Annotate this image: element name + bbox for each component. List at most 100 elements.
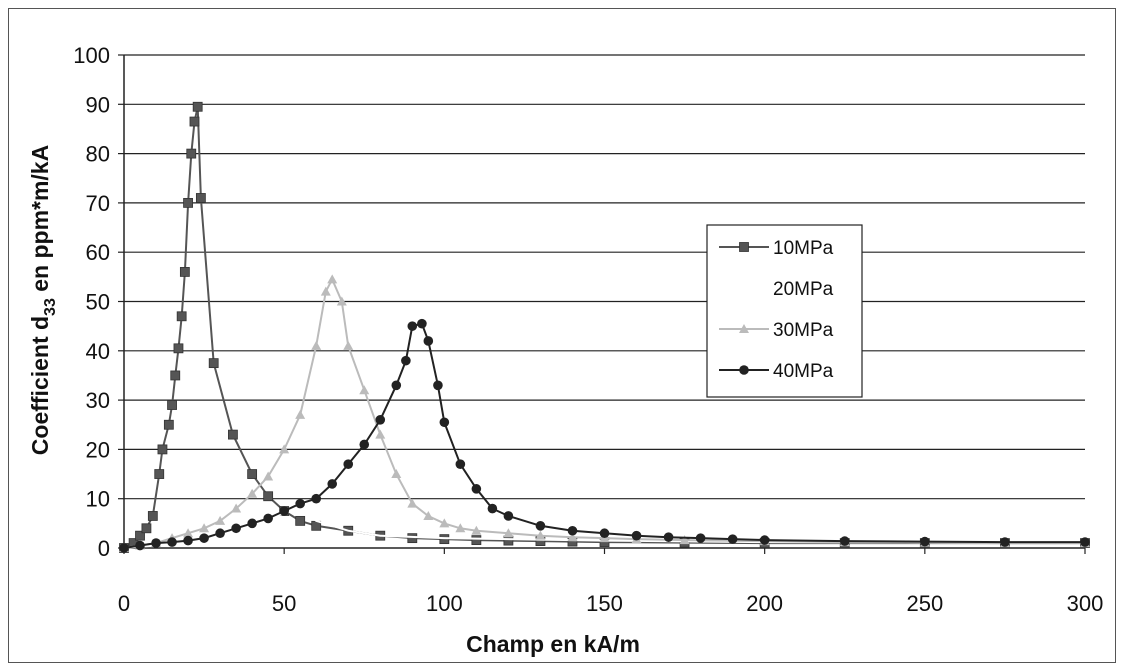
point-30MPa-23 <box>455 523 466 533</box>
point-40MPa-20 <box>417 318 427 329</box>
point-40MPa-9 <box>263 513 273 524</box>
point-40MPa-6 <box>215 528 225 539</box>
x-tick-label-300: 300 <box>1067 591 1104 616</box>
point-10MPa-20 <box>247 469 258 479</box>
point-30MPa-27 <box>567 532 578 542</box>
point-10MPa-15 <box>189 116 200 127</box>
y-tick-label-10: 10 <box>86 487 110 512</box>
point-40MPa-21 <box>423 336 434 346</box>
point-10MPa-23 <box>295 515 306 526</box>
series-line-10MPa <box>123 106 1085 549</box>
point-40MPa-0 <box>119 543 129 553</box>
point-30MPa-24 <box>471 525 482 535</box>
y-tick-label-20: 20 <box>86 437 110 462</box>
point-40MPa-18 <box>401 355 411 366</box>
grid-lines <box>124 54 1085 500</box>
point-30MPa-5 <box>199 523 210 533</box>
point-30MPa-15 <box>336 296 347 306</box>
point-30MPa-20 <box>407 498 418 508</box>
point-40MPa-12 <box>311 493 322 504</box>
point-40MPa-19 <box>407 321 418 331</box>
x-tick-label-200: 200 <box>746 591 783 616</box>
y-tick-label-90: 90 <box>86 92 110 117</box>
point-30MPa-18 <box>375 429 386 439</box>
point-30MPa-6 <box>215 515 226 525</box>
x-tick-label-250: 250 <box>906 591 943 616</box>
point-10MPa-18 <box>208 358 219 369</box>
y-tick-label-100: 100 <box>73 43 110 68</box>
x-tick-label-0: 0 <box>118 591 130 616</box>
point-30MPa-17 <box>359 385 370 395</box>
point-40MPa-4 <box>183 535 193 546</box>
point-40MPa-14 <box>343 459 354 469</box>
y-tick-label-30: 30 <box>86 388 110 413</box>
point-10MPa-9 <box>170 370 181 381</box>
point-30MPa-22 <box>439 518 450 528</box>
series-line-40MPa <box>123 322 1085 549</box>
point-10MPa-14 <box>186 148 197 159</box>
point-10MPa-27 <box>407 533 418 544</box>
y-tick-label-40: 40 <box>86 339 110 364</box>
point-40MPa-30 <box>599 528 610 539</box>
y-axis-title-rest: en ppm*m/kA <box>27 145 53 298</box>
point-10MPa-3 <box>141 523 152 534</box>
point-30MPa-10 <box>279 444 290 454</box>
point-30MPa-26 <box>535 530 546 540</box>
point-10MPa-5 <box>154 469 165 479</box>
point-40MPa-27 <box>503 511 514 521</box>
point-10MPa-8 <box>167 400 177 410</box>
point-30MPa-8 <box>247 488 258 498</box>
point-10MPa-21 <box>263 491 274 502</box>
point-10MPa-4 <box>147 511 158 521</box>
point-30MPa-13 <box>320 286 331 296</box>
point-10MPa-30 <box>503 535 514 546</box>
x-tick-label-100: 100 <box>426 591 463 616</box>
point-40MPa-15 <box>359 439 370 450</box>
point-40MPa-35 <box>759 535 770 545</box>
point-40MPa-22 <box>433 380 443 391</box>
point-40MPa-36 <box>839 536 850 546</box>
point-40MPa-2 <box>151 538 161 548</box>
point-10MPa-17 <box>195 193 206 203</box>
legend-label-40MPa: 40MPa <box>773 361 834 382</box>
point-30MPa-11 <box>295 409 306 419</box>
legend-marker-10MPa <box>739 242 749 252</box>
point-30MPa-12 <box>311 340 322 350</box>
legend: 10MPa 20MPa 30MPa 40MPa <box>706 224 863 398</box>
point-40MPa-8 <box>247 518 257 529</box>
point-40MPa-34 <box>727 534 738 544</box>
point-40MPa-31 <box>631 530 642 541</box>
tick-labels: 0 10 20 30 40 50 60 70 80 90 100 0 50 100 150 200 250 300 <box>73 43 1103 616</box>
point-30MPa-7 <box>231 503 242 513</box>
point-10MPa-16 <box>192 101 203 112</box>
legend-label-10MPa: 10MPa <box>773 238 834 259</box>
point-10MPa-11 <box>176 311 187 322</box>
y-tick-label-0: 0 <box>98 536 110 561</box>
series-line-30MPa <box>123 276 1085 549</box>
point-40MPa-13 <box>327 479 338 489</box>
point-10MPa-6 <box>157 444 168 455</box>
point-40MPa-24 <box>455 459 466 469</box>
legend-marker-40MPa <box>739 365 749 375</box>
point-40MPa-16 <box>375 415 386 425</box>
point-10MPa-29 <box>471 535 482 546</box>
point-10MPa-12 <box>179 267 190 277</box>
point-40MPa-29 <box>567 525 578 536</box>
point-40MPa-10 <box>279 506 289 516</box>
point-40MPa-11 <box>295 498 305 509</box>
point-40MPa-38 <box>1000 537 1010 547</box>
y-tick-label-50: 50 <box>86 290 110 315</box>
point-30MPa-16 <box>343 340 354 350</box>
legend-marker-30MPa <box>739 324 749 333</box>
axes <box>118 54 1086 554</box>
point-40MPa-32 <box>663 532 674 542</box>
point-40MPa-17 <box>391 380 402 391</box>
legend-label-30MPa: 30MPa <box>773 320 834 341</box>
point-40MPa-1 <box>135 540 145 551</box>
x-tick-label-150: 150 <box>586 591 623 616</box>
point-40MPa-26 <box>487 503 498 514</box>
legend-label-20MPa: 20MPa <box>773 279 834 300</box>
point-30MPa-9 <box>263 471 274 481</box>
y-axis-title-main: Coefficient d <box>27 316 53 455</box>
